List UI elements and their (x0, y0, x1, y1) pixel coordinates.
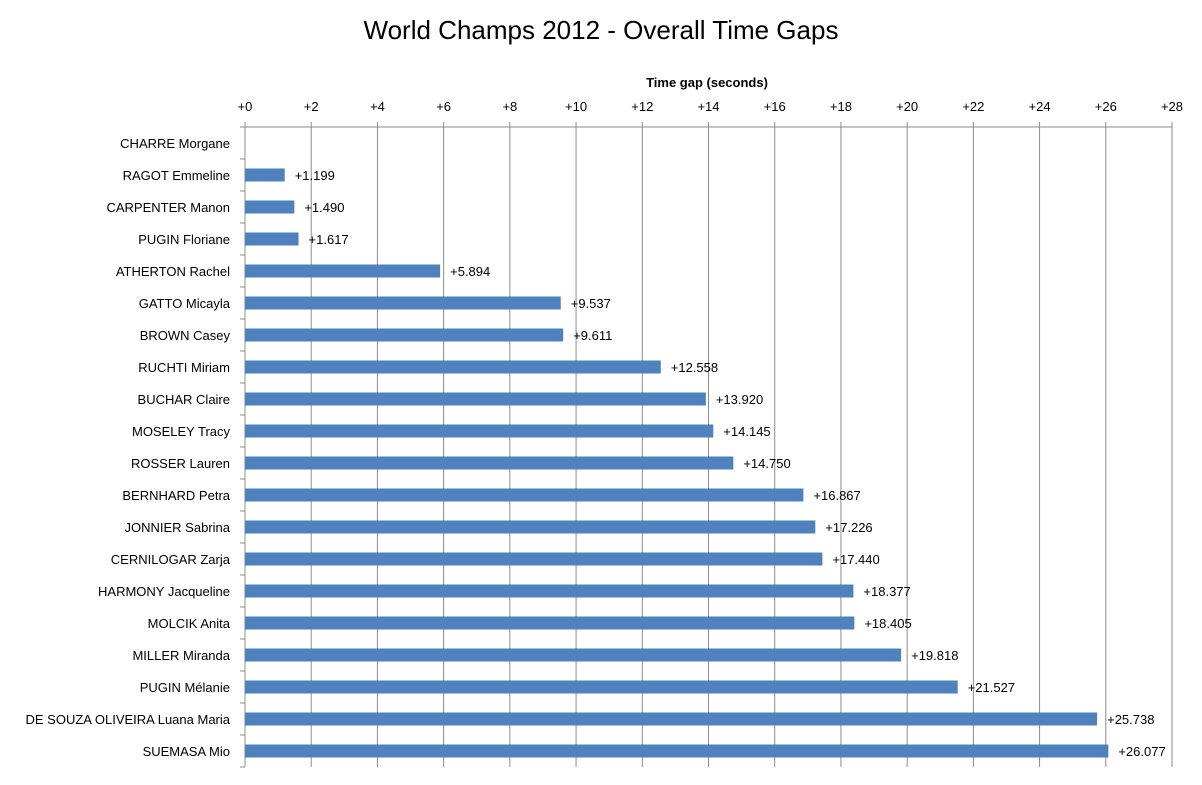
bar (245, 584, 854, 598)
category-label: PUGIN Mélanie (140, 680, 230, 695)
category-label: GATTO Micayla (139, 296, 231, 311)
x-tick-label: +26 (1095, 99, 1117, 114)
data-label: +19.818 (911, 648, 958, 663)
bar (245, 648, 902, 662)
category-label: JONNIER Sabrina (125, 520, 231, 535)
bar (245, 744, 1109, 758)
x-axis-title: Time gap (seconds) (646, 75, 768, 90)
x-tick-label: +22 (962, 99, 984, 114)
x-tick-label: +4 (370, 99, 385, 114)
bar (245, 424, 714, 438)
bar (245, 680, 958, 694)
category-label: MILLER Miranda (132, 648, 230, 663)
bar (245, 168, 285, 182)
category-label: ATHERTON Rachel (116, 264, 230, 279)
bar (245, 200, 295, 214)
bar (245, 360, 661, 374)
category-label: CHARRE Morgane (120, 136, 230, 151)
bar (245, 392, 706, 406)
category-label: MOLCIK Anita (148, 616, 231, 631)
chart-title: World Champs 2012 - Overall Time Gaps (364, 15, 839, 45)
data-label: +1.617 (309, 232, 349, 247)
x-tick-label: +10 (565, 99, 587, 114)
bar (245, 264, 441, 278)
bar (245, 552, 823, 566)
bar (245, 712, 1098, 726)
bar (245, 520, 816, 534)
gridlines (310, 127, 1173, 767)
category-label: SUEMASA Mio (143, 744, 230, 759)
data-label: +14.750 (743, 456, 790, 471)
data-label: +17.440 (832, 552, 879, 567)
category-label: ROSSER Lauren (131, 456, 230, 471)
axes (240, 126, 1172, 768)
category-label: DE SOUZA OLIVEIRA Luana Maria (26, 712, 231, 727)
x-tick-label: +2 (304, 99, 319, 114)
category-label: PUGIN Floriane (138, 232, 230, 247)
x-tick-label: +28 (1161, 99, 1183, 114)
data-label: +26.077 (1118, 744, 1165, 759)
x-tick-label: +16 (764, 99, 786, 114)
bar (245, 328, 564, 342)
bar (245, 232, 299, 246)
data-label: +17.226 (825, 520, 872, 535)
data-label: +14.145 (723, 424, 770, 439)
category-label: MOSELEY Tracy (132, 424, 231, 439)
data-label: +18.405 (864, 616, 911, 631)
data-label: +9.537 (571, 296, 611, 311)
category-label: CARPENTER Manon (106, 200, 230, 215)
bar (245, 488, 804, 502)
data-label: +25.738 (1107, 712, 1154, 727)
x-axis-ticks: +0 +2 +4 +6 +8 +10 +12 +14 +16 +18 +20 +22 +24 +26 +28 (238, 99, 1183, 127)
category-label: BERNHARD Petra (122, 488, 230, 503)
x-tick-label: +0 (238, 99, 253, 114)
data-label: +16.867 (813, 488, 860, 503)
data-label: +1.490 (304, 200, 344, 215)
category-label: BROWN Casey (140, 328, 231, 343)
x-tick-label: +12 (631, 99, 653, 114)
x-tick-label: +20 (896, 99, 918, 114)
category-label: CERNILOGAR Zarja (111, 552, 231, 567)
x-tick-label: +24 (1029, 99, 1051, 114)
data-label: +9.611 (573, 328, 612, 343)
bar (245, 296, 561, 310)
category-label: BUCHAR Claire (138, 392, 230, 407)
data-labels: +1.199 +1.490 +1.617 +5.894 +9.537 +9.611 +12.… (295, 168, 1166, 759)
category-label: HARMONY Jacqueline (98, 584, 230, 599)
category-label: RUCHTI Miriam (138, 360, 230, 375)
data-label: +21.527 (968, 680, 1015, 695)
x-tick-label: +14 (697, 99, 719, 114)
bar (245, 616, 855, 630)
data-label: +5.894 (450, 264, 490, 279)
x-tick-label: +8 (502, 99, 517, 114)
data-label: +13.920 (716, 392, 763, 407)
data-label: +18.377 (863, 584, 910, 599)
data-label: +12.558 (671, 360, 718, 375)
x-tick-label: +6 (436, 99, 451, 114)
bars (245, 168, 1109, 758)
category-label: RAGOT Emmeline (123, 168, 230, 183)
data-label: +1.199 (295, 168, 335, 183)
bar (245, 456, 734, 470)
x-tick-label: +18 (830, 99, 852, 114)
category-labels: CHARRE Morgane RAGOT Emmeline CARPENTER Ma… (26, 136, 231, 759)
